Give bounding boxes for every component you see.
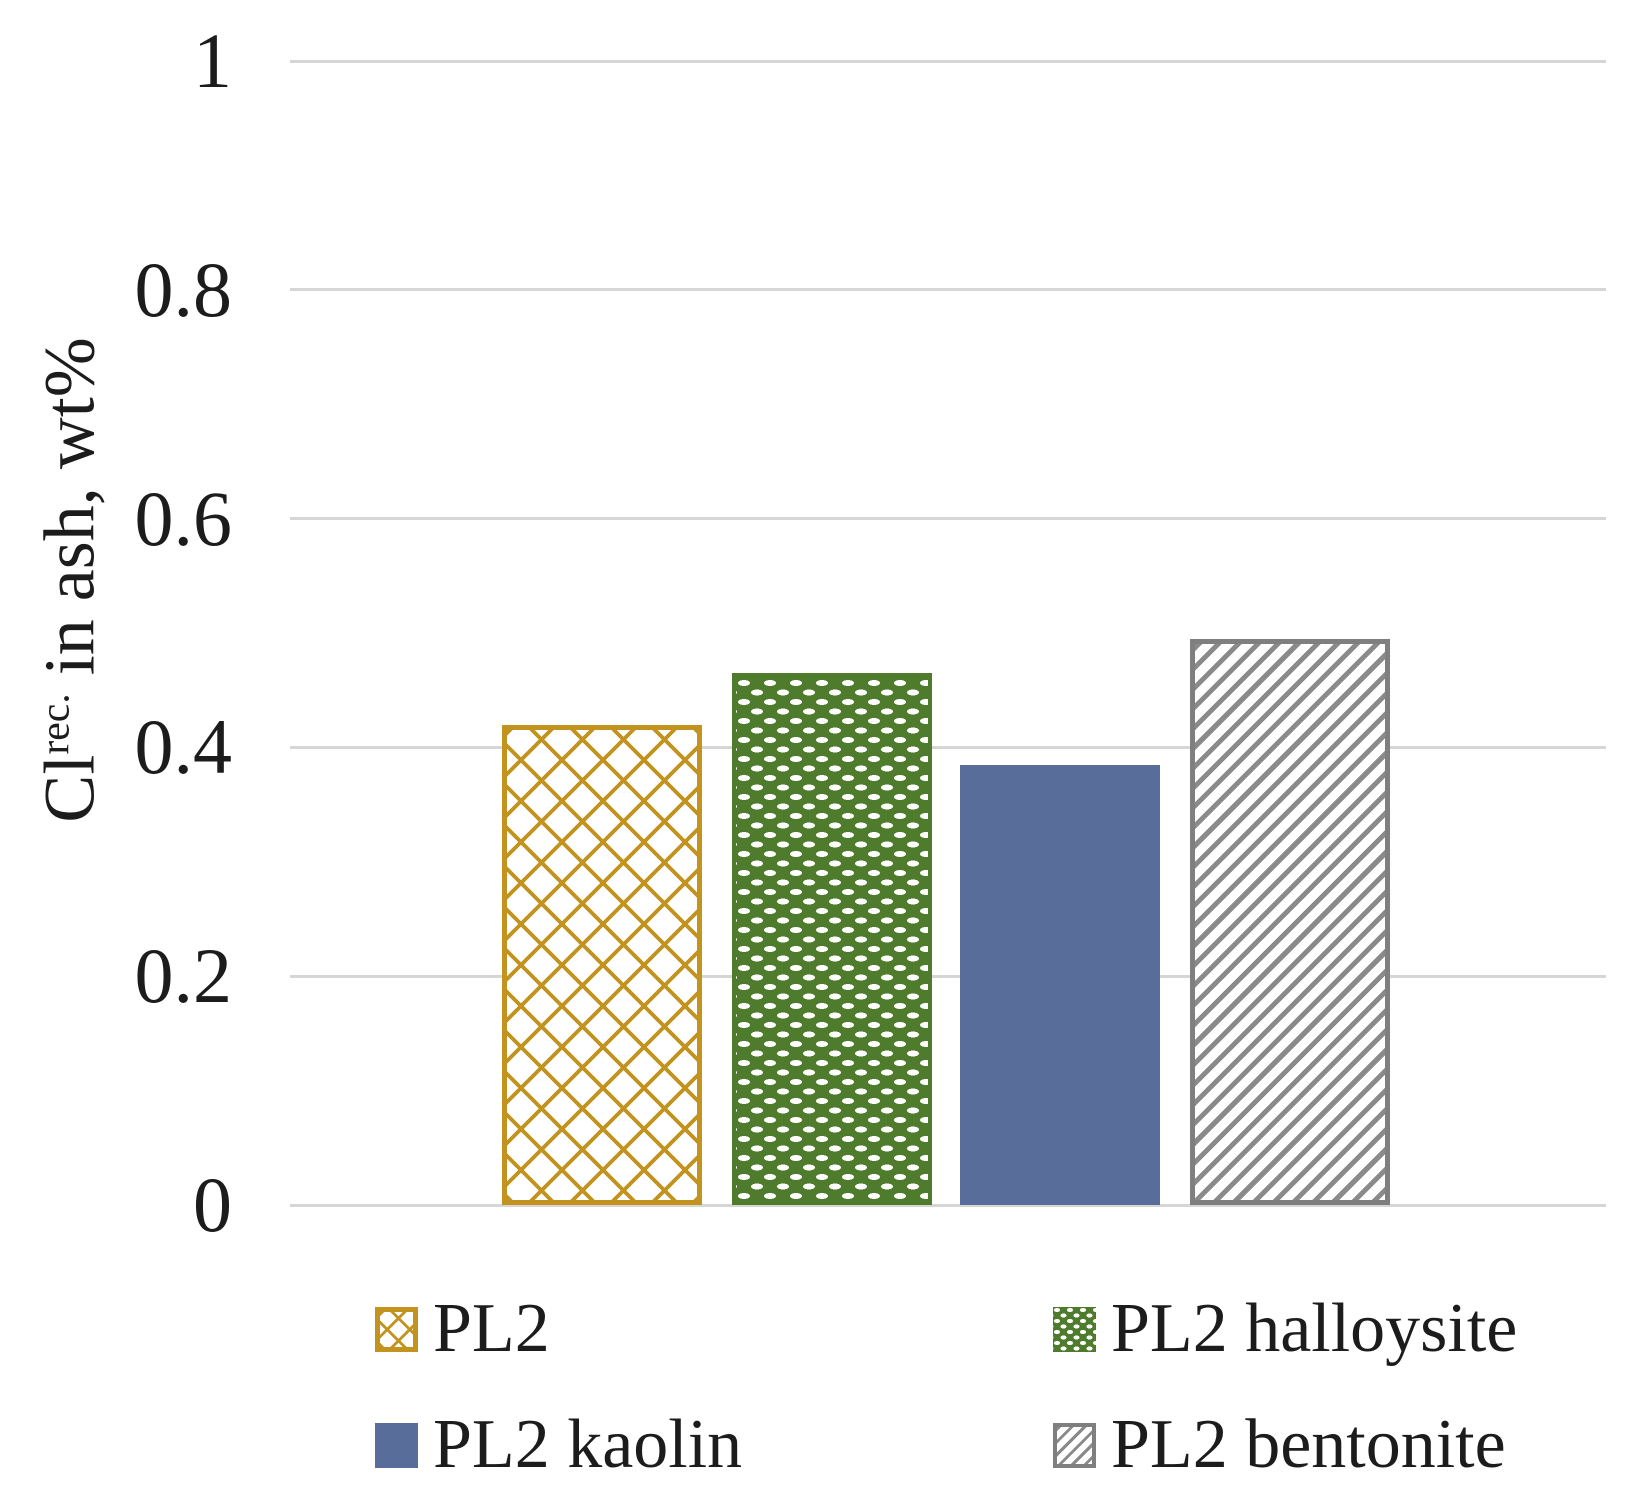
gridline xyxy=(290,288,1606,292)
bar-pl2-kaolin xyxy=(960,764,1160,1205)
legend-swatch-pl2-bentonite xyxy=(1053,1422,1096,1468)
gridline xyxy=(290,1203,1606,1207)
legend-swatch-pl2-kaolin xyxy=(375,1422,418,1468)
gridline xyxy=(290,517,1606,521)
legend-item-pl2-kaolin: PL2 kaolin xyxy=(375,1410,742,1480)
legend-label-pl2-halloysite: PL2 halloysite xyxy=(1111,1290,1518,1367)
legend-label-pl2-kaolin: PL2 kaolin xyxy=(433,1406,743,1483)
y-tick-label: 0.2 xyxy=(134,932,233,1020)
legend-item-pl2-bentonite: PL2 bentonite xyxy=(1053,1410,1506,1480)
bar-pl2-halloysite xyxy=(732,673,932,1205)
bar-pl2-bentonite xyxy=(1190,638,1390,1205)
legend-item-pl2-halloysite: PL2 halloysite xyxy=(1053,1294,1517,1364)
legend-label-pl2-bentonite: PL2 bentonite xyxy=(1111,1406,1506,1483)
gridline xyxy=(290,745,1606,749)
bar-pl2 xyxy=(502,724,702,1205)
y-tick-label: 0.8 xyxy=(134,245,233,333)
gridline xyxy=(290,59,1606,63)
legend-label-pl2: PL2 xyxy=(433,1290,550,1367)
plot-area xyxy=(290,59,1606,1207)
legend-swatch-pl2-halloysite xyxy=(1053,1306,1096,1352)
gridline xyxy=(290,974,1606,978)
y-tick-label: 0.4 xyxy=(134,703,233,791)
legend-item-pl2: PL2 xyxy=(375,1294,550,1364)
legend-swatch-pl2 xyxy=(375,1306,418,1352)
y-tick-label: 0 xyxy=(193,1161,232,1248)
y-tick-label: 1 xyxy=(193,17,232,104)
y-tick-label: 0.6 xyxy=(134,474,233,562)
